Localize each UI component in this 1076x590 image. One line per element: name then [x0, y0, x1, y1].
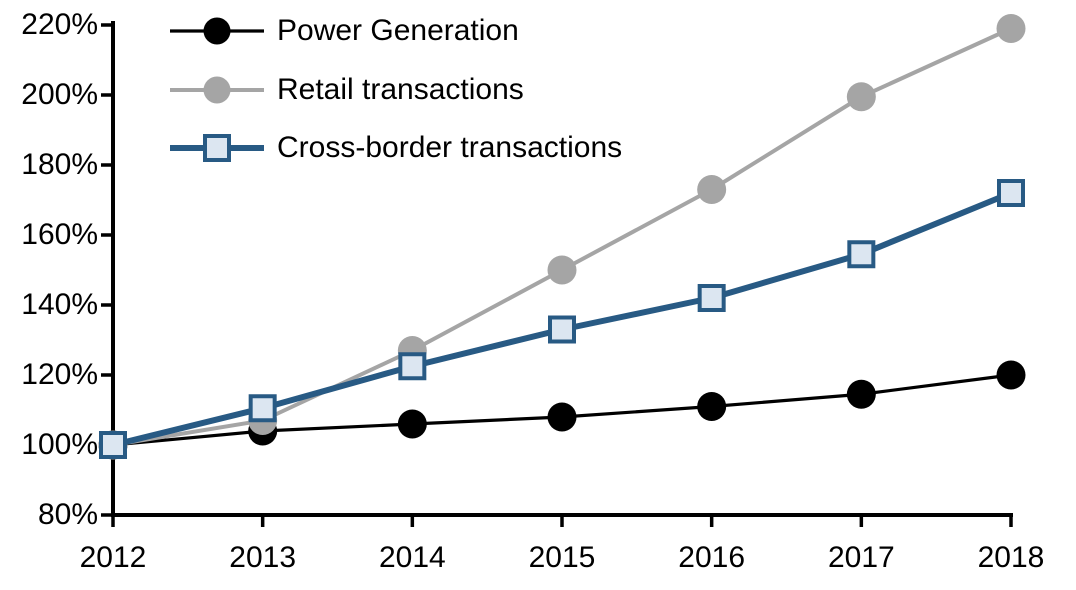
- legend-swatch-circle-icon: [170, 76, 264, 104]
- y-tick-label: 120%: [21, 358, 98, 391]
- y-tick-label: 180%: [21, 148, 98, 181]
- legend-item-power-generation: Power Generation: [166, 16, 519, 46]
- series-cross-border-transactions-marker: [697, 284, 726, 312]
- series-cross-border-transactions-marker: [248, 394, 277, 423]
- legend-marker-sample: [203, 134, 231, 162]
- x-tick-label: 2013: [229, 541, 297, 574]
- series-power-generation-marker: [697, 392, 727, 421]
- x-tick-label: 2017: [827, 541, 895, 574]
- legend-item-cross-border-transactions: Cross-border transactions: [166, 133, 622, 163]
- x-tick-label: 2012: [79, 541, 147, 574]
- series-cross-border-transactions-marker: [398, 352, 427, 381]
- y-tick-label: 80%: [37, 498, 98, 531]
- series-cross-border-transactions-marker: [997, 179, 1025, 207]
- legend-label-power-generation: Power Generation: [277, 14, 519, 47]
- series-retail-transactions-marker: [996, 14, 1026, 43]
- series-cross-border-transactions-marker: [99, 431, 127, 459]
- legend-label-retail-transactions: Retail transactions: [277, 73, 524, 106]
- x-tick-label: 2015: [528, 541, 596, 574]
- series-power-generation-marker: [996, 360, 1026, 390]
- x-tick-label: 2014: [378, 541, 446, 574]
- legend-label-cross-border-transactions: Cross-border transactions: [277, 131, 623, 164]
- series-cross-border-transactions-marker: [847, 240, 876, 269]
- legend-item-retail-transactions: Retail transactions: [166, 75, 524, 105]
- series-cross-border-transactions-marker: [548, 315, 576, 344]
- legend-marker-sample: [203, 76, 231, 104]
- legend-swatch-circle-icon: [170, 17, 264, 45]
- x-tick-label: 2018: [977, 541, 1045, 574]
- y-tick-label: 220%: [21, 8, 98, 41]
- legend-marker-sample: [203, 17, 231, 45]
- series-power-generation-marker: [547, 402, 577, 432]
- series-power-generation-marker: [397, 409, 427, 439]
- series-retail-transactions-marker: [547, 255, 577, 285]
- x-tick-label: 2016: [678, 541, 746, 574]
- y-tick-label: 100%: [21, 428, 98, 461]
- y-tick-label: 160%: [21, 218, 98, 251]
- series-power-generation-marker: [846, 379, 876, 409]
- y-tick-label: 140%: [21, 288, 98, 321]
- legend-swatch-square-icon: [170, 134, 264, 162]
- series-retail-transactions-marker: [846, 82, 876, 112]
- series-retail-transactions-marker: [697, 175, 727, 204]
- y-tick-label: 200%: [21, 78, 98, 111]
